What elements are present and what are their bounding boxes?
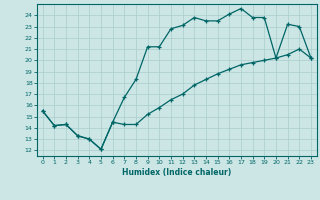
X-axis label: Humidex (Indice chaleur): Humidex (Indice chaleur) [122, 168, 231, 177]
